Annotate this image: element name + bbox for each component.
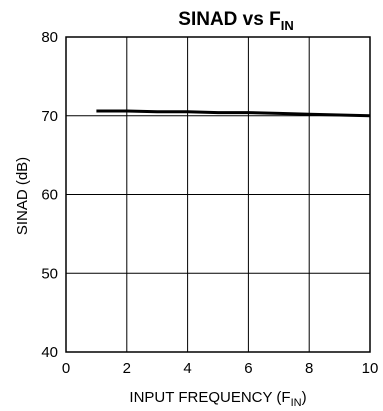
y-axis-label: SINAD (dB) xyxy=(14,157,31,235)
chart-title: SINAD vs FIN xyxy=(178,9,293,33)
y-tick-label: 50 xyxy=(41,265,58,282)
y-tick-labels: 40 50 60 70 80 xyxy=(41,29,58,361)
x-tick-label: 0 xyxy=(62,360,70,377)
x-tick-label: 6 xyxy=(244,360,252,377)
x-tick-label: 2 xyxy=(123,360,131,377)
y-tick-label: 80 xyxy=(41,29,58,46)
plot-frame xyxy=(65,36,371,353)
y-tick-label: 40 xyxy=(41,344,58,361)
series-line-1 xyxy=(96,109,371,118)
y-tick-label: 70 xyxy=(41,108,58,125)
x-tick-label: 8 xyxy=(305,360,313,377)
x-tick-label: 4 xyxy=(183,360,191,377)
y-tick-label: 60 xyxy=(41,187,58,204)
grid xyxy=(66,37,370,352)
series-layer xyxy=(96,109,371,118)
x-tick-label: 10 xyxy=(362,360,379,377)
x-tick-labels: 0 2 4 6 8 10 xyxy=(62,360,379,377)
x-axis-label: INPUT FREQUENCY (FIN) xyxy=(129,389,306,409)
